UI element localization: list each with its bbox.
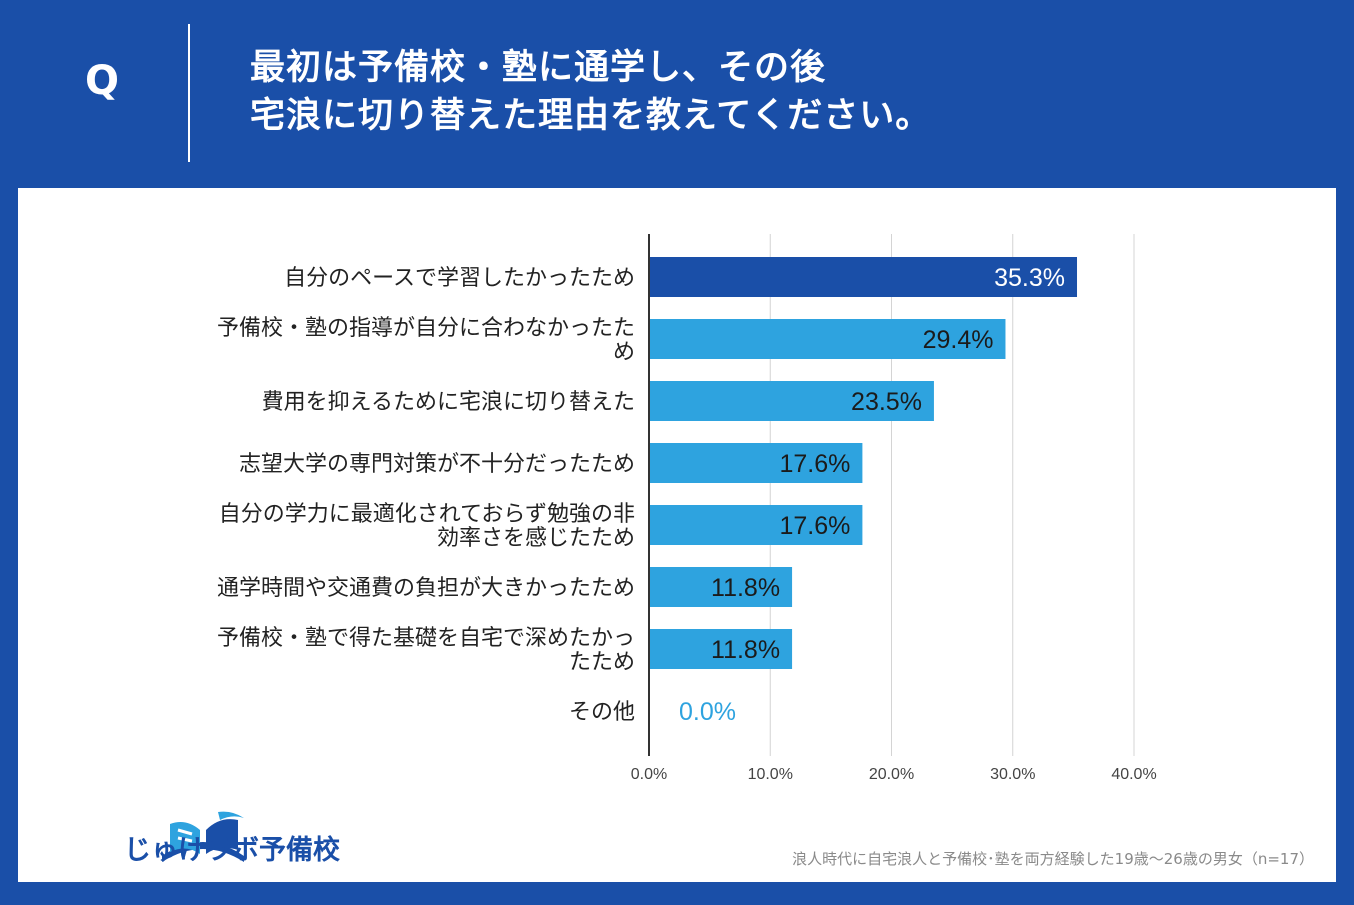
- bar-value-label: 35.3%: [994, 264, 1065, 292]
- bar-value-label: 29.4%: [923, 326, 994, 354]
- bar: [649, 381, 934, 421]
- chart-panel: 0.0% 10.0% 20.0% 30.0% 40.0% 35.3% 自分のペースで学習した…: [18, 188, 1336, 882]
- brand-name: じゅけラボ予備校: [124, 835, 340, 866]
- category-label: 予備校・塾の指導が自分に合わなかったた: [217, 316, 635, 341]
- category-label: その他: [569, 700, 635, 725]
- x-tick-label: 0.0%: [631, 766, 667, 783]
- header-divider: [188, 24, 190, 162]
- bar-value-label: 17.6%: [780, 450, 851, 478]
- footnote: 浪人時代に自宅浪人と予備校･塾を両方経験した19歳〜26歳の男女（n=17）: [792, 850, 1314, 868]
- bar-value-label: 11.8%: [711, 574, 780, 602]
- x-tick-label: 30.0%: [990, 766, 1035, 783]
- category-label: 通学時間や交通費の負担が大きかったため: [217, 576, 635, 601]
- question-text: 最初は予備校・塾に通学し、その後 宅浪に切り替えた理由を教えてください。: [250, 44, 931, 140]
- category-label: め: [613, 340, 635, 365]
- bar-chart: 0.0% 10.0% 20.0% 30.0% 40.0% 35.3% 自分のペースで学習した…: [217, 234, 1157, 783]
- category-label: たため: [569, 650, 635, 675]
- category-label: 費用を抑えるために宅浪に切り替えた: [262, 390, 635, 415]
- category-label: 自分のペースで学習したかったため: [284, 266, 635, 291]
- category-label: 自分の学力に最適化されておらず勉強の非: [219, 502, 635, 527]
- category-label: 志望大学の専門対策が不十分だったため: [239, 452, 635, 477]
- bar: [649, 319, 1006, 359]
- x-tick-label: 10.0%: [748, 766, 793, 783]
- bar-value-label: 17.6%: [780, 512, 851, 540]
- x-tick-label: 20.0%: [869, 766, 914, 783]
- bar: [649, 443, 863, 483]
- bar-value-label: 11.8%: [711, 636, 780, 664]
- book-logo-icon: [162, 811, 244, 862]
- bar: [649, 257, 1078, 297]
- bar: [649, 567, 793, 607]
- bar-value-label: 23.5%: [851, 388, 922, 416]
- bar-value-label: 0.0%: [679, 698, 736, 726]
- x-tick-label: 40.0%: [1111, 766, 1156, 783]
- question-marker: Q: [84, 58, 119, 104]
- bar: [649, 505, 863, 545]
- question-line-2: 宅浪に切り替えた理由を教えてください。: [250, 96, 932, 136]
- bar: [649, 629, 793, 669]
- category-label: 予備校・塾で得た基礎を自宅で深めたかっ: [217, 626, 635, 651]
- category-label: 効率さを感じたため: [437, 526, 635, 551]
- question-line-1: 最初は予備校・塾に通学し、その後: [250, 48, 827, 88]
